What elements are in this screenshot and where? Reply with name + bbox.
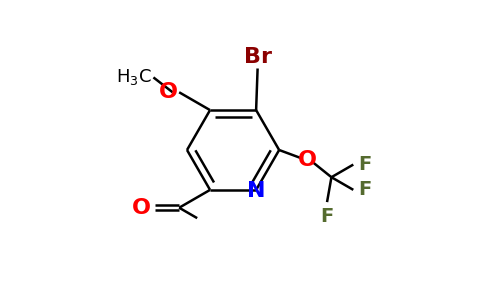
Text: Br: Br	[243, 47, 272, 67]
Text: F: F	[359, 155, 372, 174]
Text: F: F	[359, 180, 372, 199]
Text: O: O	[132, 198, 151, 218]
Text: O: O	[298, 150, 317, 170]
Text: N: N	[247, 182, 265, 201]
Text: O: O	[159, 82, 178, 102]
Text: F: F	[320, 207, 333, 226]
Text: H$_3$C: H$_3$C	[116, 67, 152, 87]
